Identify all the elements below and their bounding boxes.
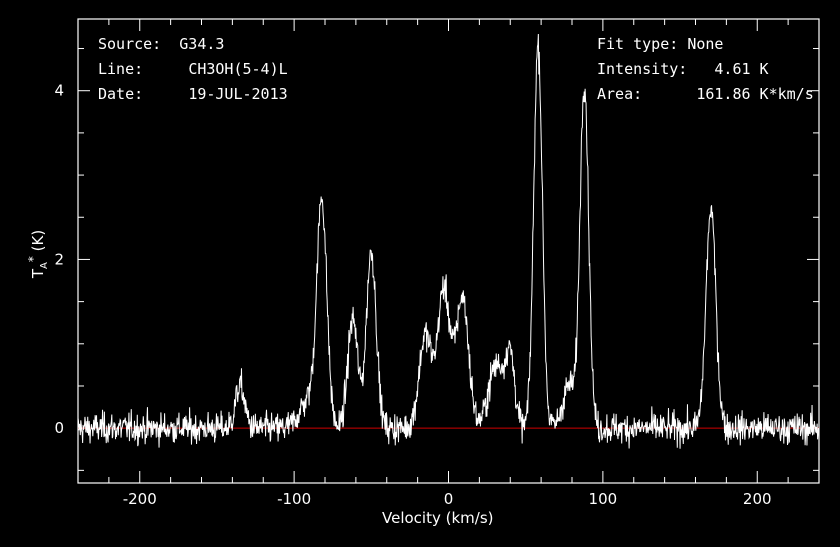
date-row: Date: 19-JUL-2013 [98, 85, 288, 103]
intensity-row: Intensity: 4.61 K [597, 60, 769, 78]
fit-type-row: Fit type: None [597, 35, 723, 53]
y-axis-label-main: T [29, 269, 47, 279]
y-axis-label-unit: (K) [29, 229, 47, 252]
axis-ticks [77, 19, 820, 483]
y-tick-label: 0 [54, 419, 64, 437]
date-value: 19-JUL-2013 [188, 85, 288, 103]
x-axis-label: Velocity (km/s) [382, 509, 494, 527]
fit-type-label: Fit type: [597, 35, 679, 53]
area-value: 161.86 K*km/s [696, 85, 814, 103]
y-axis-label: TA* (K) [26, 214, 50, 294]
y-tick-label: 4 [54, 82, 64, 100]
source-value: G34.3 [179, 35, 225, 53]
area-row: Area: 161.86 K*km/s [597, 85, 814, 103]
x-tick-label: 0 [444, 490, 454, 508]
x-tick-label: 100 [589, 490, 618, 508]
intensity-value: 4.61 K [714, 60, 769, 78]
spectrum-series-line [77, 33, 820, 449]
y-axis-label-sub: A [39, 262, 50, 269]
x-tick-label: -200 [123, 490, 157, 508]
line-value: CH3OH(5-4)L [188, 60, 288, 78]
axis-tick-labels: -200 -100 0 100 200 0 2 4 [54, 82, 771, 508]
y-axis-label-sup: * [26, 256, 40, 263]
intensity-label: Intensity: [597, 60, 688, 78]
area-label: Area: [597, 85, 643, 103]
x-tick-label: -100 [277, 490, 311, 508]
date-label: Date: [98, 85, 144, 103]
line-label: Line: [98, 60, 144, 78]
fit-type-value: None [687, 35, 724, 53]
y-tick-label: 2 [54, 250, 64, 268]
source-row: Source: G34.3 [98, 35, 224, 53]
line-row: Line: CH3OH(5-4)L [98, 60, 288, 78]
x-tick-label: 200 [743, 490, 772, 508]
source-label: Source: [98, 35, 162, 53]
